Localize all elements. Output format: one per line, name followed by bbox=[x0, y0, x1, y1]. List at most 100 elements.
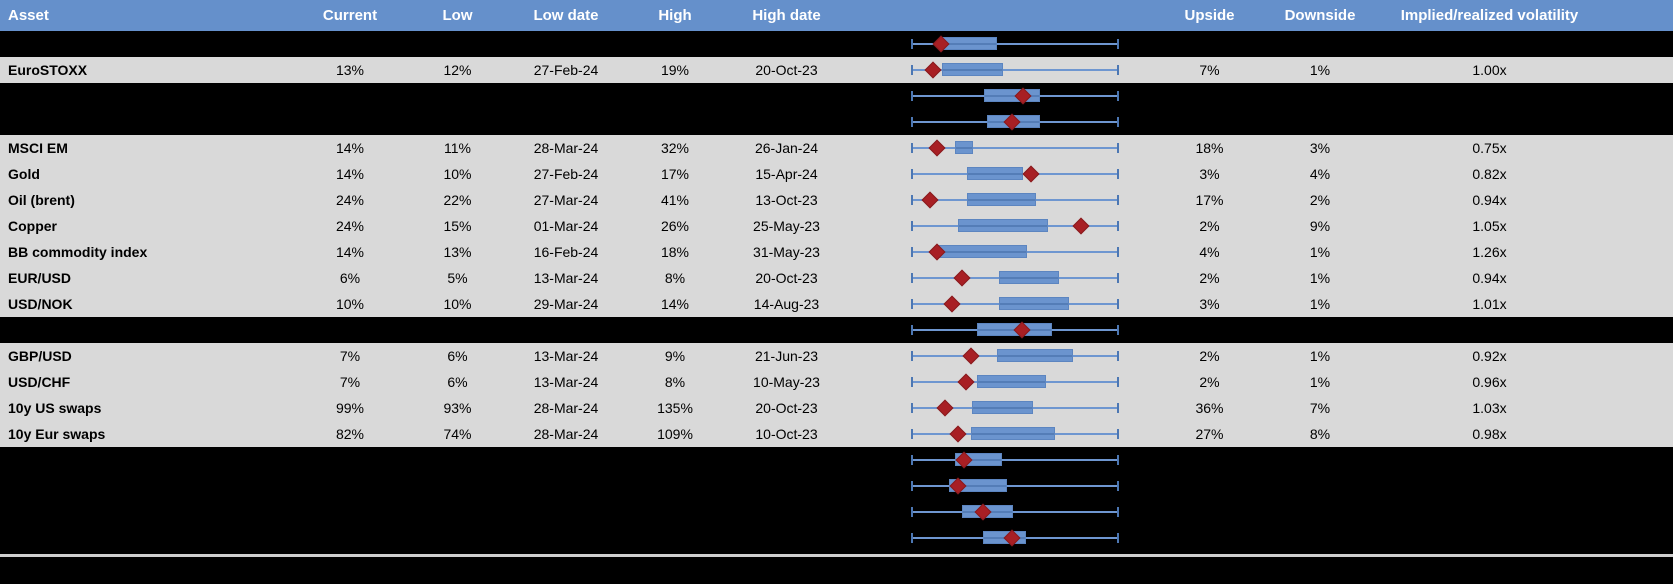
cell-high[interactable]: 18% bbox=[660, 244, 690, 260]
cell-asset[interactable]: EUR/USD bbox=[8, 270, 72, 286]
cell-downside[interactable]: 1% bbox=[1309, 348, 1331, 364]
cell-upside[interactable]: 2% bbox=[1199, 348, 1220, 364]
cell-high[interactable]: 19% bbox=[660, 62, 690, 78]
cell-current[interactable]: 14% bbox=[335, 244, 365, 260]
cell-implied[interactable]: 0.82x bbox=[1472, 166, 1507, 182]
cell-high[interactable]: 41% bbox=[660, 192, 690, 208]
cell-upside[interactable]: 7% bbox=[1199, 62, 1220, 78]
header-cell-downside[interactable]: Downside bbox=[1284, 7, 1356, 24]
header-cell-low[interactable]: Low bbox=[442, 7, 473, 24]
cell-low_date[interactable]: 29-Mar-24 bbox=[533, 296, 599, 312]
cell-low_date[interactable]: 27-Feb-24 bbox=[533, 166, 599, 182]
cell-high_date[interactable]: 14-Aug-23 bbox=[753, 296, 820, 312]
cell-implied[interactable]: 0.94x bbox=[1472, 270, 1507, 286]
cell-low_date[interactable]: 28-Mar-24 bbox=[533, 426, 599, 442]
cell-high_date[interactable]: 15-Apr-24 bbox=[755, 166, 818, 182]
cell-low[interactable]: 93% bbox=[443, 400, 472, 416]
cell-high_date[interactable]: 25-May-23 bbox=[753, 218, 820, 234]
cell-asset[interactable]: USD/CHF bbox=[8, 374, 71, 390]
cell-upside[interactable]: 36% bbox=[1195, 400, 1224, 416]
header-cell-upside[interactable]: Upside bbox=[1184, 7, 1235, 24]
cell-upside[interactable]: 4% bbox=[1199, 244, 1220, 260]
header-cell-low_date[interactable]: Low date bbox=[533, 7, 599, 24]
cell-low_date[interactable]: 27-Feb-24 bbox=[533, 62, 599, 78]
cell-downside[interactable]: 1% bbox=[1309, 244, 1331, 260]
cell-high_date[interactable]: 20-Oct-23 bbox=[755, 62, 818, 78]
cell-downside[interactable]: 3% bbox=[1309, 140, 1331, 156]
cell-low_date[interactable]: 01-Mar-24 bbox=[533, 218, 599, 234]
header-cell-implied[interactable]: Implied/realized volatility bbox=[1400, 7, 1579, 24]
cell-downside[interactable]: 8% bbox=[1309, 426, 1331, 442]
header-cell-high[interactable]: High bbox=[658, 7, 692, 24]
cell-high_date[interactable]: 10-May-23 bbox=[753, 374, 820, 390]
cell-upside[interactable]: 3% bbox=[1199, 296, 1220, 312]
cell-downside[interactable]: 7% bbox=[1309, 400, 1331, 416]
cell-downside[interactable]: 1% bbox=[1309, 62, 1331, 78]
cell-low_date[interactable]: 27-Mar-24 bbox=[533, 192, 599, 208]
cell-low[interactable]: 10% bbox=[443, 166, 472, 182]
cell-asset[interactable]: Copper bbox=[8, 218, 57, 234]
cell-downside[interactable]: 9% bbox=[1309, 218, 1331, 234]
cell-current[interactable]: 99% bbox=[335, 400, 365, 416]
cell-high[interactable]: 32% bbox=[660, 140, 690, 156]
cell-asset[interactable]: 10y Eur swaps bbox=[8, 426, 106, 442]
cell-high_date[interactable]: 13-Oct-23 bbox=[755, 192, 818, 208]
cell-upside[interactable]: 17% bbox=[1195, 192, 1224, 208]
cell-low[interactable]: 22% bbox=[443, 192, 472, 208]
cell-current[interactable]: 7% bbox=[339, 348, 361, 364]
cell-current[interactable]: 82% bbox=[335, 426, 365, 442]
cell-high[interactable]: 26% bbox=[660, 218, 690, 234]
cell-implied[interactable]: 0.75x bbox=[1472, 140, 1507, 156]
cell-high_date[interactable]: 20-Oct-23 bbox=[755, 400, 818, 416]
cell-upside[interactable]: 2% bbox=[1199, 374, 1220, 390]
cell-asset[interactable]: GBP/USD bbox=[8, 348, 72, 364]
cell-current[interactable]: 14% bbox=[335, 166, 365, 182]
cell-current[interactable]: 6% bbox=[339, 270, 361, 286]
cell-low_date[interactable]: 28-Mar-24 bbox=[533, 400, 599, 416]
cell-current[interactable]: 7% bbox=[339, 374, 361, 390]
cell-implied[interactable]: 0.96x bbox=[1472, 374, 1507, 390]
cell-downside[interactable]: 4% bbox=[1309, 166, 1331, 182]
cell-low[interactable]: 6% bbox=[447, 374, 468, 390]
cell-implied[interactable]: 0.94x bbox=[1472, 192, 1507, 208]
cell-asset[interactable]: MSCI EM bbox=[8, 140, 68, 156]
cell-high[interactable]: 9% bbox=[664, 348, 686, 364]
cell-low_date[interactable]: 13-Mar-24 bbox=[533, 348, 599, 364]
cell-upside[interactable]: 27% bbox=[1195, 426, 1224, 442]
cell-current[interactable]: 10% bbox=[335, 296, 365, 312]
cell-implied[interactable]: 1.03x bbox=[1472, 400, 1507, 416]
cell-low[interactable]: 11% bbox=[444, 140, 471, 156]
cell-high[interactable]: 8% bbox=[664, 270, 686, 286]
header-cell-current[interactable]: Current bbox=[322, 7, 378, 24]
cell-current[interactable]: 24% bbox=[335, 192, 365, 208]
cell-implied[interactable]: 1.00x bbox=[1472, 62, 1507, 78]
cell-current[interactable]: 14% bbox=[335, 140, 365, 156]
cell-high[interactable]: 109% bbox=[657, 426, 693, 442]
cell-upside[interactable]: 2% bbox=[1199, 270, 1220, 286]
cell-high[interactable]: 14% bbox=[660, 296, 690, 312]
cell-current[interactable]: 13% bbox=[335, 62, 365, 78]
cell-high[interactable]: 17% bbox=[660, 166, 690, 182]
cell-low[interactable]: 6% bbox=[447, 348, 468, 364]
cell-asset[interactable]: Oil (brent) bbox=[8, 192, 75, 208]
cell-high_date[interactable]: 20-Oct-23 bbox=[755, 270, 818, 286]
cell-implied[interactable]: 1.01x bbox=[1472, 296, 1507, 312]
cell-upside[interactable]: 2% bbox=[1199, 218, 1220, 234]
cell-upside[interactable]: 18% bbox=[1195, 140, 1224, 156]
cell-low[interactable]: 15% bbox=[443, 218, 472, 234]
cell-current[interactable]: 24% bbox=[335, 218, 365, 234]
cell-low[interactable]: 13% bbox=[443, 244, 472, 260]
cell-implied[interactable]: 1.26x bbox=[1472, 244, 1507, 260]
cell-low_date[interactable]: 13-Mar-24 bbox=[533, 270, 599, 286]
cell-high_date[interactable]: 21-Jun-23 bbox=[754, 348, 819, 364]
cell-low_date[interactable]: 16-Feb-24 bbox=[533, 244, 599, 260]
cell-asset[interactable]: BB commodity index bbox=[8, 244, 148, 260]
header-cell-high_date[interactable]: High date bbox=[752, 7, 821, 24]
cell-low[interactable]: 10% bbox=[443, 296, 472, 312]
cell-high_date[interactable]: 31-May-23 bbox=[753, 244, 820, 260]
cell-downside[interactable]: 1% bbox=[1309, 374, 1331, 390]
cell-high_date[interactable]: 26-Jan-24 bbox=[754, 140, 819, 156]
cell-high[interactable]: 8% bbox=[664, 374, 686, 390]
cell-downside[interactable]: 2% bbox=[1309, 192, 1331, 208]
cell-upside[interactable]: 3% bbox=[1199, 166, 1220, 182]
